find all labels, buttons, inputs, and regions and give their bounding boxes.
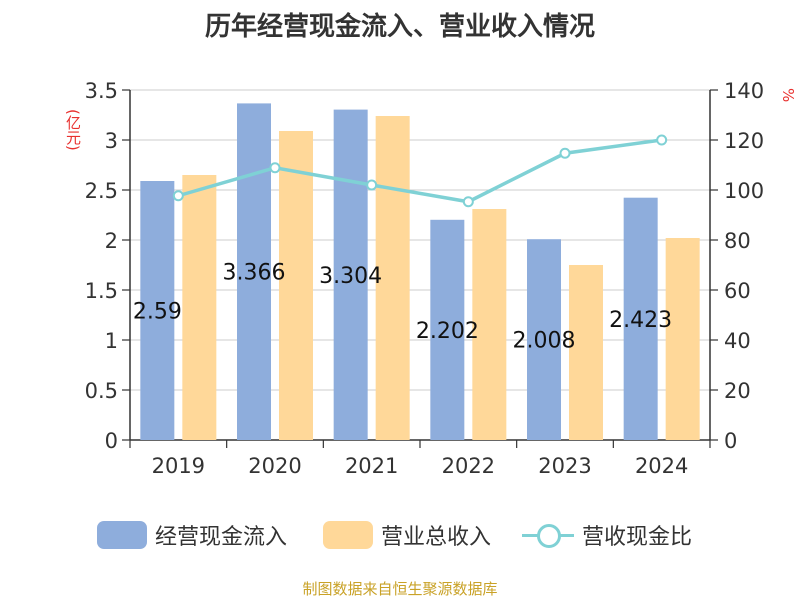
right-y-tick-label: 40 [724, 329, 751, 353]
ratio-point [366, 179, 378, 191]
ratio-point [172, 190, 184, 202]
legend-swatch-revenue [323, 521, 373, 549]
chart-title: 历年经营现金流入、营业收入情况 [204, 12, 595, 42]
bar-inflow-value-label: 2.202 [416, 319, 479, 344]
legend-swatch-ratio [522, 521, 574, 549]
legend-label-ratio: 营收现金比 [582, 525, 693, 550]
left-axis-unit-label: (亿元) [64, 109, 82, 151]
ratio-point [559, 147, 571, 159]
legend-item-ratio[interactable]: 营收现金比 [522, 515, 692, 555]
right-axis-unit-label: % [779, 87, 797, 103]
bar-inflow-value-label: 3.366 [223, 261, 286, 286]
legend-swatch-inflow [97, 521, 147, 549]
bar-inflow [333, 109, 368, 440]
left-y-tick-label: 2.5 [85, 179, 118, 203]
right-y-tick-label: 80 [724, 229, 751, 253]
right-y-tick-label: 60 [724, 279, 751, 303]
legend-item-revenue[interactable]: 营业总收入 [323, 515, 491, 555]
bar-inflow-value-label: 3.304 [319, 264, 382, 289]
right-y-tick-label: 140 [724, 79, 764, 103]
legend-item-inflow[interactable]: 经营现金流入 [97, 515, 287, 555]
bar-revenue [569, 265, 603, 440]
left-y-tick-label: 2 [105, 229, 118, 253]
bar-inflow [623, 197, 658, 440]
right-y-tick-label: 0 [724, 429, 737, 453]
legend-label-inflow: 经营现金流入 [155, 525, 288, 550]
left-y-tick-label: 3.5 [85, 79, 118, 103]
legend: 经营现金流入 营业总收入 营收现金比 [0, 515, 800, 555]
bar-revenue [472, 209, 507, 440]
legend-label-revenue: 营业总收入 [381, 525, 492, 550]
left-y-tick-label: 3 [105, 129, 118, 153]
left-y-tick-label: 1.5 [85, 279, 118, 303]
data-source-note: 制图数据来自恒生聚源数据库 [302, 580, 498, 598]
bar-revenue [182, 175, 217, 440]
ratio-point [269, 162, 281, 174]
left-y-tick-label: 1 [105, 329, 118, 353]
ratio-point [656, 134, 668, 146]
ratio-point [462, 196, 474, 208]
x-tick-label: 2024 [635, 454, 688, 478]
x-tick-label: 2022 [442, 454, 495, 478]
ratio-line [177, 138, 662, 204]
bar-revenue [279, 131, 313, 440]
x-tick-label: 2023 [538, 454, 591, 478]
bar-revenue [375, 116, 410, 440]
right-y-tick-label: 120 [724, 129, 764, 153]
bar-inflow [430, 219, 465, 440]
bar-inflow-value-label: 2.423 [609, 308, 672, 333]
x-tick-label: 2021 [345, 454, 398, 478]
bar-inflow [237, 103, 271, 441]
bar-inflow-value-label: 2.59 [133, 300, 182, 325]
x-tick-label: 2019 [152, 454, 205, 478]
bar-inflow-value-label: 2.008 [513, 329, 576, 354]
left-y-tick-label: 0 [105, 429, 118, 453]
left-y-tick-label: 0.5 [85, 379, 118, 403]
x-tick-label: 2020 [248, 454, 301, 478]
bar-inflow [527, 239, 561, 440]
right-y-tick-label: 100 [724, 179, 764, 203]
bar-inflow [140, 181, 175, 440]
bar-revenue [665, 238, 700, 440]
right-y-tick-label: 20 [724, 379, 751, 403]
